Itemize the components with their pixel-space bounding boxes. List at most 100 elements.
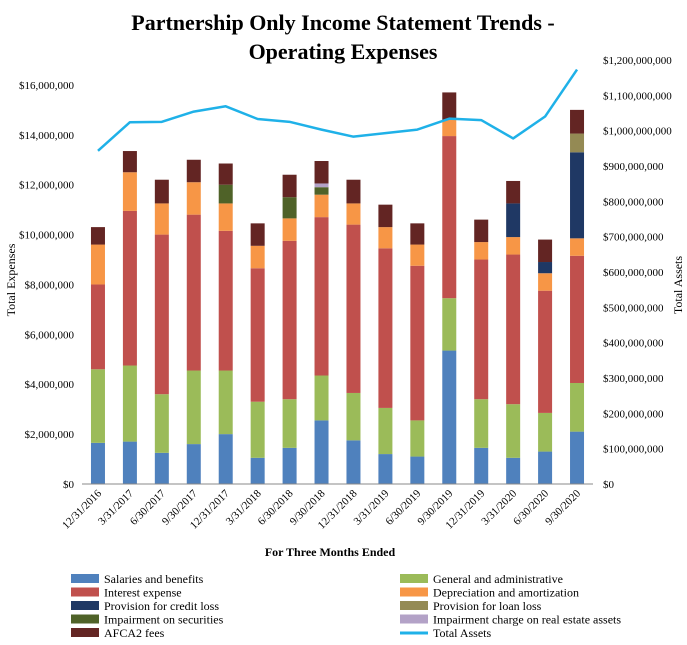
bar-segment-8-13	[506, 180, 521, 204]
legend-label: Provision for credit loss	[104, 599, 219, 613]
bar-segment-0-3	[186, 444, 201, 484]
bar-segment-3-0	[90, 244, 105, 285]
total-assets-line	[97, 68, 579, 152]
legend-label: Salaries and benefits	[104, 572, 204, 586]
bar-segment-1-10	[410, 420, 425, 457]
legend: Salaries and benefits General and adminis…	[71, 572, 621, 640]
bar-segment-0-9	[378, 454, 393, 484]
bar-segment-1-7	[314, 375, 329, 421]
bar-segment-8-1	[122, 151, 137, 173]
bar-segment-1-0	[90, 369, 105, 443]
bar-segment-3-2	[154, 203, 169, 235]
legend-label: Impairment on securities	[104, 613, 224, 627]
y2-tick-label: $1,000,000,000	[603, 126, 672, 138]
y-axis-title: Total Expenses	[4, 243, 18, 316]
bar-segment-6-7	[314, 187, 329, 195]
bar-segment-3-4	[218, 203, 233, 231]
bar-segment-0-12	[474, 447, 489, 484]
legend-item: Provision for loan loss	[400, 599, 542, 613]
bar-segment-4-15	[570, 152, 585, 239]
bar-segment-8-10	[410, 223, 425, 245]
bar-segment-3-11	[442, 119, 457, 137]
bar-segment-1-5	[250, 401, 265, 458]
legend-swatch	[400, 574, 428, 583]
y-tick-label: $12,000,000	[19, 180, 75, 192]
bar-segment-0-0	[90, 442, 105, 484]
y-tick-label: $10,000,000	[19, 230, 75, 242]
legend-label: Interest expense	[104, 586, 182, 600]
x-axis-title: For Three Months Ended	[265, 545, 396, 559]
bar-segment-0-4	[218, 434, 233, 484]
bar-segment-3-8	[346, 203, 361, 225]
legend-item: Total Assets	[400, 626, 491, 640]
y2-tick-label: $400,000,000	[603, 338, 664, 350]
legend-item: Salaries and benefits	[71, 572, 204, 586]
bar-segment-2-11	[442, 136, 457, 299]
chart-title-line-2: Operating Expenses	[249, 39, 438, 64]
bar-segment-8-12	[474, 219, 489, 243]
legend-swatch	[400, 601, 428, 610]
bar-segment-3-5	[250, 245, 265, 269]
bar-segment-1-4	[218, 370, 233, 435]
legend-label: Total Assets	[433, 626, 491, 640]
bar-segment-8-11	[442, 92, 457, 120]
legend-label: Provision for loan loss	[433, 599, 542, 613]
bar-group	[90, 92, 585, 484]
bar-segment-6-4	[218, 184, 233, 204]
bar-segment-1-11	[442, 298, 457, 351]
legend-swatch	[71, 628, 99, 637]
bar-segment-1-2	[154, 394, 169, 453]
y-tick-label: $6,000,000	[25, 329, 75, 341]
legend-item: Impairment charge on real estate assets	[400, 613, 621, 627]
bar-segment-0-14	[538, 451, 553, 484]
bar-segment-8-9	[378, 204, 393, 228]
y-tick-label: $0	[63, 479, 75, 491]
bar-segment-0-8	[346, 440, 361, 484]
bar-segment-8-8	[346, 179, 361, 204]
bar-segment-8-5	[250, 223, 265, 246]
y-tick-label: $14,000,000	[19, 130, 75, 142]
y2-tick-label: $200,000,000	[603, 408, 664, 420]
legend-swatch	[71, 574, 99, 583]
y-tick-label: $4,000,000	[25, 379, 75, 391]
bar-segment-2-3	[186, 214, 201, 371]
bar-segment-3-12	[474, 242, 489, 260]
bar-segment-3-3	[186, 182, 201, 215]
x-tick-label: 12/31/2016	[60, 487, 104, 531]
bar-segment-1-15	[570, 382, 585, 432]
bar-segment-0-15	[570, 431, 585, 484]
bar-segment-2-14	[538, 290, 553, 413]
bar-segment-3-7	[314, 194, 329, 218]
bar-segment-2-15	[570, 255, 585, 383]
bar-segment-0-5	[250, 457, 265, 484]
line-group	[97, 68, 579, 152]
x-tick-label: 9/30/2020	[543, 487, 583, 527]
y2-tick-label: $1,200,000,000	[603, 55, 672, 67]
bar-segment-3-6	[282, 218, 297, 241]
legend-item: General and administrative	[400, 572, 563, 586]
legend-label: Depreciation and amortization	[433, 586, 579, 600]
legend-swatch	[400, 587, 428, 597]
legend-swatch	[400, 614, 428, 624]
bar-segment-0-6	[282, 447, 297, 484]
bar-segment-8-6	[282, 174, 297, 198]
bar-segment-1-6	[282, 399, 297, 448]
bar-segment-2-6	[282, 240, 297, 400]
bar-segment-1-1	[122, 365, 137, 442]
bar-segment-3-10	[410, 244, 425, 266]
legend-swatch	[71, 614, 99, 624]
bar-segment-0-10	[410, 456, 425, 484]
bar-segment-5-15	[570, 133, 585, 153]
y-tick-label: $8,000,000	[25, 279, 75, 291]
y2-tick-label: $800,000,000	[603, 196, 664, 208]
bar-segment-6-6	[282, 197, 297, 219]
y2-tick-label: $900,000,000	[603, 161, 664, 173]
y2-tick-label: $700,000,000	[603, 232, 664, 244]
legend-item: Depreciation and amortization	[400, 586, 579, 600]
legend-label: General and administrative	[433, 572, 563, 586]
bar-segment-1-8	[346, 392, 361, 441]
legend-item: Impairment on securities	[71, 613, 224, 627]
y2-tick-label: $100,000,000	[603, 444, 664, 456]
